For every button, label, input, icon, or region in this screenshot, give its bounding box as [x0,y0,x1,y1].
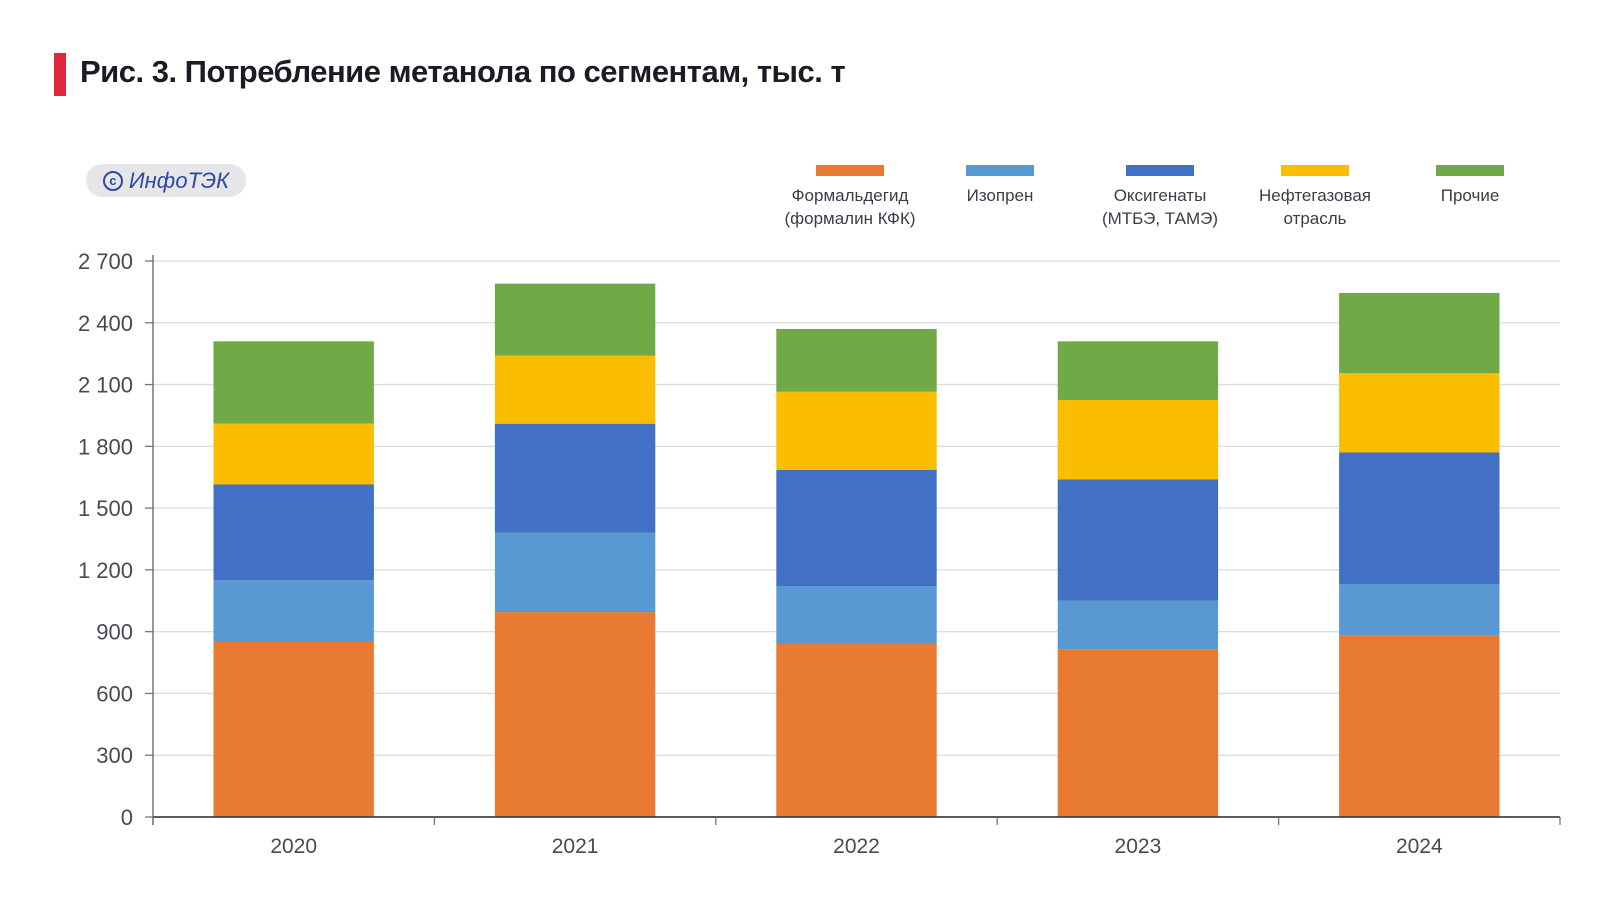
bar-segment [213,580,374,642]
x-tick-label: 2024 [1396,835,1443,858]
bar-segment [1339,584,1500,636]
bar-segment [213,641,374,817]
bar-segment [1057,600,1219,650]
bar-segment [494,532,656,613]
legend-item: Формальдегид (формалин КФК) [770,165,930,230]
bar-segment [1057,479,1219,601]
axes [152,255,1560,825]
legend-label: Оксигенаты (МТБЭ, ТАМЭ) [1101,186,1219,228]
bar-segment [1339,373,1500,453]
x-tick-label: 2023 [1115,835,1162,858]
legend-label: Нефтегазовая отрасль [1258,186,1372,228]
x-axis-ticks: 2020 2021 2022 2023 2024 [152,817,1561,858]
copyright-icon: c [102,170,123,191]
y-tick-label: 2 400 [78,311,133,336]
bar-segment [776,586,937,645]
bar-segment [1057,400,1219,480]
legend-label: Прочие [1440,186,1500,205]
y-tick-label: 1 500 [78,496,133,521]
source-badge-text: ИнфоТЭК [128,167,230,193]
x-tick-label: 2022 [833,835,880,858]
title-accent-bar [54,53,66,96]
bars [213,283,1500,817]
y-tick-label: 1 800 [78,434,133,459]
bar-segment [1339,292,1500,374]
legend-item: Прочие [1390,165,1550,207]
bar-segment [494,612,656,817]
bar-segment [1057,649,1219,817]
legend-item: Нефтегазовая отрасль [1235,165,1395,230]
bar-segment [776,391,937,471]
bar-segment [494,423,656,533]
bar-segment [1339,635,1500,817]
x-tick-label: 2021 [552,835,599,858]
source-badge: c ИнфоТЭК [86,164,246,197]
y-tick-label: 300 [96,743,133,768]
y-axis-ticks: 0 300 600 900 1 200 1 500 1 800 2 100 2 400 2 700 [78,249,153,830]
y-tick-label: 0 [121,805,133,830]
x-tick-label: 2020 [270,835,317,858]
y-tick-label: 600 [96,681,133,706]
y-tick-label: 900 [96,620,133,645]
legend-swatch [966,165,1034,176]
bar-segment [1057,341,1219,400]
legend-item: Изопрен [920,165,1080,207]
bar-segment [776,470,937,587]
legend-item: Оксигенаты (МТБЭ, ТАМЭ) [1080,165,1240,230]
legend: Формальдегид (формалин КФК) Изопрен Окси… [784,165,1580,235]
bar-segment [1339,452,1500,585]
legend-swatch [1281,165,1349,176]
legend-swatch [1126,165,1194,176]
bar-segment [776,644,937,817]
legend-swatch [1436,165,1504,176]
bar-segment [776,328,937,392]
legend-label: Формальдегид (формалин КФК) [784,186,916,228]
y-tick-label: 1 200 [78,558,133,583]
bar-segment [494,283,656,356]
bar-segment [213,423,374,485]
legend-swatch [816,165,884,176]
chart-title: Рис. 3. Потребление метанола по сегмента… [80,54,846,89]
y-tick-label: 2 100 [78,373,133,398]
legend-label: Изопрен [966,186,1034,205]
bar-segment [494,355,656,424]
bar-segment [213,484,374,581]
y-tick-label: 2 700 [78,249,133,274]
bar-segment [213,341,374,424]
